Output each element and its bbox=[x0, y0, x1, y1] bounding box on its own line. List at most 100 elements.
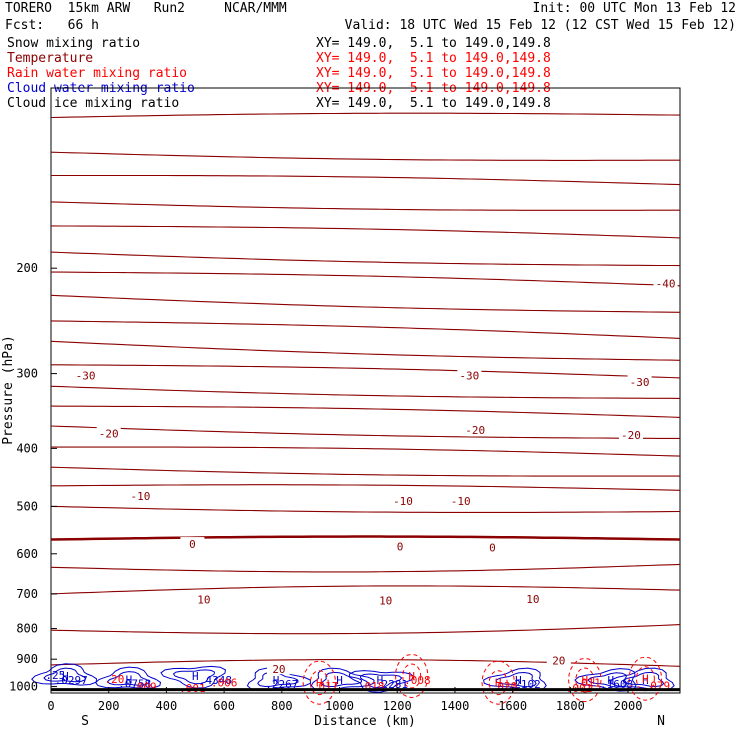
temperature-label-bg bbox=[520, 592, 545, 605]
cloud-water-max-marker: H bbox=[607, 674, 614, 687]
cloud-water-contour bbox=[359, 673, 403, 689]
cloud-water-label: .0758 bbox=[118, 677, 151, 690]
y-tick-label: 800 bbox=[16, 622, 38, 636]
y-tick-label: 1000 bbox=[9, 680, 38, 694]
cloud-water-label: .25 bbox=[45, 669, 65, 682]
temperature-label-bg bbox=[191, 592, 216, 605]
temperature-label: 0 bbox=[489, 542, 496, 555]
temperature-label-bg bbox=[457, 368, 482, 381]
axes: 0 200 400 600 800 1000 1200 1400 1600 1800 2000200… bbox=[9, 261, 680, 713]
rain-water-max-marker: H bbox=[495, 677, 502, 690]
y-tick-label: 500 bbox=[16, 499, 38, 513]
x-tick-label: 2000 bbox=[614, 699, 643, 713]
isotherm-line bbox=[51, 174, 681, 186]
y-tick-label: 300 bbox=[16, 367, 38, 381]
x-tick-label: 1200 bbox=[383, 699, 412, 713]
temperature-label-bg bbox=[618, 428, 643, 441]
cloud-water-label: .1608 bbox=[600, 678, 633, 691]
isotherm-line bbox=[50, 112, 681, 119]
cloud-water-label: .4348 bbox=[199, 674, 232, 687]
isotherm-line bbox=[50, 385, 681, 399]
temperature-label: 10 bbox=[379, 594, 392, 607]
legend-xy-snow: XY= 149.0, 5.1 to 149.0,149.8 bbox=[316, 36, 551, 51]
isotherm-line bbox=[51, 484, 681, 491]
temperature-label: 10 bbox=[526, 593, 539, 606]
rain-water-contour bbox=[394, 653, 429, 699]
cloud-water-max-marker: H bbox=[377, 674, 384, 687]
temperature-label-bg bbox=[73, 368, 98, 381]
temperature-label-bg bbox=[388, 539, 413, 552]
isotherm-line bbox=[50, 225, 681, 239]
temperature-label: -20 bbox=[465, 424, 485, 437]
rain-water-label: .20 bbox=[105, 673, 125, 686]
cloud-water-contour bbox=[495, 671, 537, 688]
isotherm-line bbox=[50, 466, 680, 477]
cloud-water-max-marker: H bbox=[126, 673, 133, 686]
rain-water-max-marker: H bbox=[316, 677, 323, 690]
rain-water-contour bbox=[568, 657, 602, 703]
rain-water-label: .011 bbox=[574, 677, 601, 690]
y-tick-label: 200 bbox=[16, 261, 38, 275]
isotherm-line bbox=[50, 201, 680, 211]
forecast-hour: Fcst: 66 h bbox=[5, 18, 99, 33]
rain-water-max-marker: H bbox=[408, 670, 415, 683]
isotherm-line bbox=[51, 446, 681, 457]
rain-water-contour bbox=[302, 660, 336, 705]
temperature-label: -10 bbox=[451, 495, 471, 508]
temperature-label-bg bbox=[128, 488, 153, 501]
isotherm-line bbox=[50, 405, 681, 418]
rain-water-max-marker: H bbox=[581, 674, 588, 687]
cloud-water-contour bbox=[160, 665, 227, 689]
init-time: Init: 00 UTC Mon 13 Feb 12 bbox=[532, 1, 737, 16]
cloud-water-label: .2102 bbox=[508, 678, 541, 691]
temperature-label: -10 bbox=[393, 495, 413, 508]
isotherm-line bbox=[50, 425, 680, 439]
temperature-label-bg bbox=[266, 662, 291, 675]
x-tick-label: 1800 bbox=[556, 699, 585, 713]
x-tick-label: 600 bbox=[213, 699, 235, 713]
temperature-label-bg bbox=[546, 653, 571, 666]
temperature-label: -30 bbox=[630, 376, 650, 389]
valid-time: Valid: 18 UTC Wed 15 Feb 12 (12 CST Wed … bbox=[344, 18, 736, 33]
cloud-water-contour bbox=[172, 669, 216, 685]
cloud-water-max-marker: H bbox=[192, 670, 199, 683]
temperature-label-bg bbox=[448, 494, 473, 507]
x-tick-label: 1000 bbox=[325, 699, 354, 713]
x-tick-label: 200 bbox=[98, 699, 120, 713]
isotherm-line bbox=[50, 294, 681, 313]
isotherm-line bbox=[50, 340, 681, 361]
isotherm-line bbox=[50, 624, 681, 635]
y-tick-label: 900 bbox=[16, 652, 38, 666]
y-axis-title: Pressure (hPa) bbox=[1, 335, 16, 445]
rain-water-max-marker: H bbox=[642, 673, 649, 686]
north-label: N bbox=[657, 714, 665, 729]
temperature-label: 0 bbox=[189, 538, 196, 551]
y-tick-label: 700 bbox=[16, 587, 38, 601]
rain-water-contour bbox=[481, 660, 515, 705]
temperature-label-bg bbox=[653, 276, 678, 289]
x-axis-title: Distance (km) bbox=[314, 714, 416, 729]
isotherm-line bbox=[50, 659, 681, 667]
legend-name-snow: Snow mixing ratio bbox=[7, 36, 141, 51]
cloud-water-contour bbox=[257, 671, 299, 688]
legend-xy-cloud-ice: XY= 149.0, 5.1 to 149.0,149.8 bbox=[316, 96, 551, 111]
cloud-water-max-marker: H bbox=[273, 674, 280, 687]
isotherm-line bbox=[51, 271, 681, 287]
isotherm-line bbox=[50, 320, 681, 339]
temperature-label: -30 bbox=[459, 369, 479, 382]
temperature-label-bg bbox=[373, 593, 398, 606]
cloud-water-max-marker: H bbox=[642, 674, 649, 687]
rain-water-label: .008 bbox=[404, 674, 431, 687]
legend-xy-rain: XY= 149.0, 5.1 to 149.0,149.8 bbox=[316, 66, 551, 81]
temperature-label: 20 bbox=[552, 655, 565, 668]
temperature-label: -30 bbox=[76, 369, 96, 382]
cloud-water-contour bbox=[107, 671, 150, 686]
cloud-water-label: .2281 bbox=[375, 678, 408, 691]
isotherm-line bbox=[50, 585, 681, 595]
cloud-water-contour bbox=[622, 671, 665, 688]
x-tick-label: 1600 bbox=[498, 699, 527, 713]
temperature-label: 0 bbox=[397, 540, 404, 553]
cloud-water-contour bbox=[348, 670, 415, 693]
legend-name-cloud-ice: Cloud ice mixing ratio bbox=[7, 96, 180, 111]
temperature-label: 20 bbox=[272, 663, 285, 676]
